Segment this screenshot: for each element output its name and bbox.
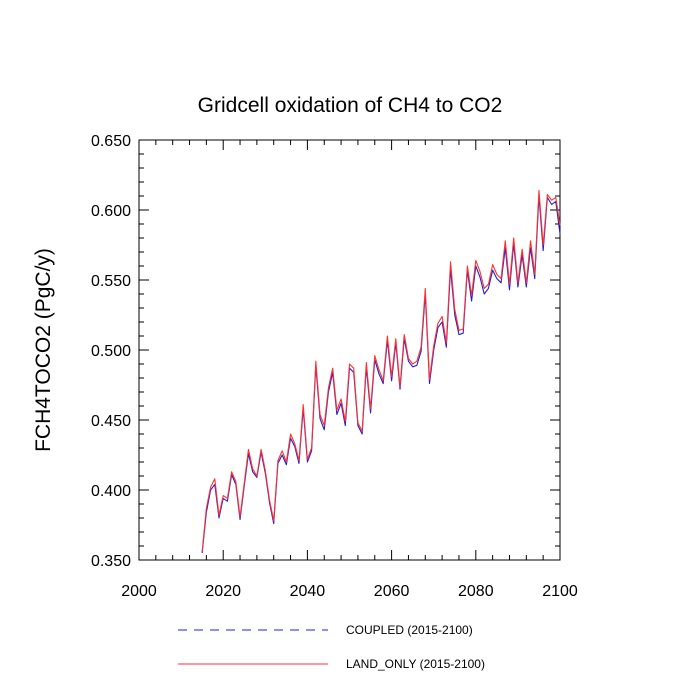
y-tick-label: 0.550 <box>91 273 131 290</box>
legend: COUPLED (2015-2100) LAND_ONLY (2015-2100… <box>178 623 485 671</box>
series-line-coupled <box>201 195 561 554</box>
x-tick-label: 2100 <box>542 583 578 600</box>
y-tick-label: 0.600 <box>91 203 131 220</box>
y-axis-label: FCH4TOCO2 (PgC/y) <box>32 248 55 452</box>
x-tick-label: 2000 <box>121 583 157 600</box>
y-tick-label: 0.500 <box>91 343 131 360</box>
y-tick-label: 0.350 <box>91 553 131 570</box>
x-tick-label: 2020 <box>205 583 241 600</box>
legend-label-coupled: COUPLED (2015-2100) <box>346 623 473 637</box>
series-line-land-only <box>201 189 561 552</box>
x-tick-label: 2080 <box>458 583 494 600</box>
series-layer <box>201 189 561 554</box>
x-tick-label: 2060 <box>374 583 410 600</box>
y-tick-label: 0.650 <box>91 133 131 150</box>
axis-ticks <box>138 139 561 561</box>
plot-area-border <box>138 139 561 561</box>
legend-label-land-only: LAND_ONLY (2015-2100) <box>346 657 485 671</box>
y-tick-label: 0.450 <box>91 413 131 430</box>
x-tick-label: 2040 <box>290 583 326 600</box>
tick-labels: 2000 2020 2040 2060 2080 2100 0.350 0.400 0.450 0… <box>91 133 578 600</box>
y-tick-label: 0.400 <box>91 483 131 500</box>
plot-frame <box>138 139 561 561</box>
chart-title: Gridcell oxidation of CH4 to CO2 <box>198 94 503 117</box>
